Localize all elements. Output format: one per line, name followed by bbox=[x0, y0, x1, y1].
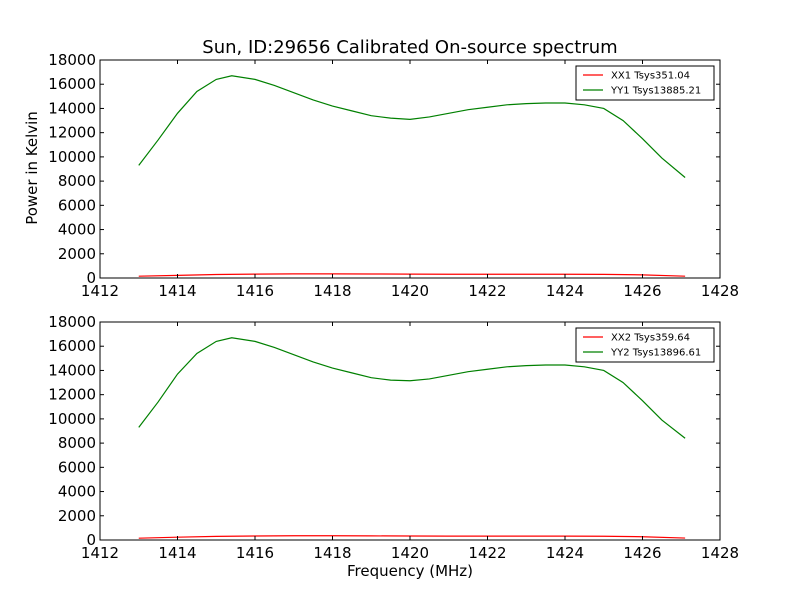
top-x-tick-label: 1412 bbox=[81, 282, 119, 300]
top-x-tick-label: 1420 bbox=[391, 282, 429, 300]
top-x-tick-label: 1418 bbox=[313, 282, 351, 300]
bottom-y-tick-label: 16000 bbox=[48, 337, 96, 355]
top-y-tick-label: 8000 bbox=[58, 172, 96, 190]
top-y-tick-label: 0 bbox=[86, 269, 96, 287]
top-x-tick-label: 1414 bbox=[158, 282, 196, 300]
top-legend: XX1 Tsys351.04 YY1 Tsys13885.21 bbox=[575, 65, 715, 101]
bottom-spectrum-panel: 1412 1414 1416 1418 1420 1422 1424 1426 1428 0 200… bbox=[48, 313, 739, 562]
top-legend-box bbox=[575, 65, 715, 101]
bottom-legend-box bbox=[575, 327, 715, 363]
bottom-x-tick-label: 1418 bbox=[313, 544, 351, 562]
top-x-tick-label: 1426 bbox=[623, 282, 661, 300]
top-y-tick-label: 2000 bbox=[58, 245, 96, 263]
top-y-tick-label: 16000 bbox=[48, 75, 96, 93]
bottom-x-tick-label: 1420 bbox=[391, 544, 429, 562]
bottom-y-tick-label: 2000 bbox=[58, 507, 96, 525]
bottom-x-tick-label: 1428 bbox=[701, 544, 739, 562]
bottom-legend: XX2 Tsys359.64 YY2 Tsys13896.61 bbox=[575, 327, 715, 363]
bottom-x-tick-label: 1422 bbox=[468, 544, 506, 562]
bottom-legend-label-1: XX2 Tsys359.64 bbox=[611, 333, 690, 344]
bottom-y-tick-label: 0 bbox=[86, 531, 96, 549]
top-x-tick-label: 1416 bbox=[236, 282, 274, 300]
top-x-tick-label: 1422 bbox=[468, 282, 506, 300]
top-y-tick-label: 12000 bbox=[48, 124, 96, 142]
y-axis-label: Power in Kelvin bbox=[23, 111, 41, 225]
top-legend-label-2: YY1 Tsys13885.21 bbox=[610, 86, 701, 97]
top-y-tick-label: 10000 bbox=[48, 148, 96, 166]
bottom-y-tick-label: 8000 bbox=[58, 434, 96, 452]
bottom-series-line-2 bbox=[138, 337, 686, 439]
bottom-x-tick-label: 1426 bbox=[623, 544, 661, 562]
bottom-y-tick-label: 6000 bbox=[58, 458, 96, 476]
top-x-tick-label: 1424 bbox=[546, 282, 584, 300]
top-y-tick-label: 14000 bbox=[48, 99, 96, 117]
top-y-tick-label: 18000 bbox=[48, 51, 96, 69]
top-legend-label-1: XX1 Tsys351.04 bbox=[611, 71, 690, 82]
bottom-y-tick-label: 10000 bbox=[48, 410, 96, 428]
bottom-x-tick-label: 1416 bbox=[236, 544, 274, 562]
bottom-x-tick-label: 1412 bbox=[81, 544, 119, 562]
bottom-y-tick-label: 18000 bbox=[48, 313, 96, 331]
bottom-y-tick-label: 14000 bbox=[48, 361, 96, 379]
bottom-legend-label-2: YY2 Tsys13896.61 bbox=[610, 348, 701, 359]
x-axis-label: Frequency (MHz) bbox=[347, 562, 473, 580]
top-spectrum-panel: 1412 1414 1416 1418 1420 1422 1424 1426 1428 0 200… bbox=[48, 51, 739, 300]
top-y-tick-label: 4000 bbox=[58, 221, 96, 239]
figure-title: Sun, ID:29656 Calibrated On-source spect… bbox=[202, 37, 617, 58]
bottom-x-tick-label: 1424 bbox=[546, 544, 584, 562]
bottom-x-tick-label: 1414 bbox=[158, 544, 196, 562]
top-x-tick-label: 1428 bbox=[701, 282, 739, 300]
bottom-y-tick-label: 12000 bbox=[48, 386, 96, 404]
bottom-y-tick-label: 4000 bbox=[58, 483, 96, 501]
top-series-line-2 bbox=[138, 75, 686, 178]
top-y-tick-label: 6000 bbox=[58, 196, 96, 214]
